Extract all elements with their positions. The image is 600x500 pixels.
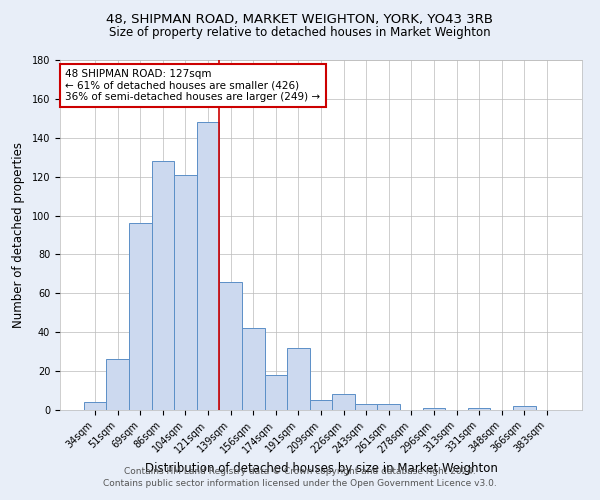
Text: 48, SHIPMAN ROAD, MARKET WEIGHTON, YORK, YO43 3RB: 48, SHIPMAN ROAD, MARKET WEIGHTON, YORK,… — [107, 12, 493, 26]
X-axis label: Distribution of detached houses by size in Market Weighton: Distribution of detached houses by size … — [145, 462, 497, 474]
Bar — [287, 348, 310, 410]
Text: 48 SHIPMAN ROAD: 127sqm
← 61% of detached houses are smaller (426)
36% of semi-d: 48 SHIPMAN ROAD: 127sqm ← 61% of detache… — [65, 69, 320, 102]
Text: Size of property relative to detached houses in Market Weighton: Size of property relative to detached ho… — [109, 26, 491, 39]
Text: Contains HM Land Registry data © Crown copyright and database right 2024.
Contai: Contains HM Land Registry data © Crown c… — [103, 466, 497, 487]
Bar — [377, 404, 400, 410]
Bar — [513, 406, 536, 410]
Bar — [129, 224, 152, 410]
Bar — [197, 122, 220, 410]
Y-axis label: Number of detached properties: Number of detached properties — [12, 142, 25, 328]
Bar — [242, 328, 265, 410]
Bar — [310, 400, 332, 410]
Bar — [332, 394, 355, 410]
Bar — [152, 161, 174, 410]
Bar — [84, 402, 106, 410]
Bar — [422, 408, 445, 410]
Bar — [220, 282, 242, 410]
Bar — [106, 360, 129, 410]
Bar — [265, 375, 287, 410]
Bar — [355, 404, 377, 410]
Bar — [468, 408, 490, 410]
Bar — [174, 174, 197, 410]
